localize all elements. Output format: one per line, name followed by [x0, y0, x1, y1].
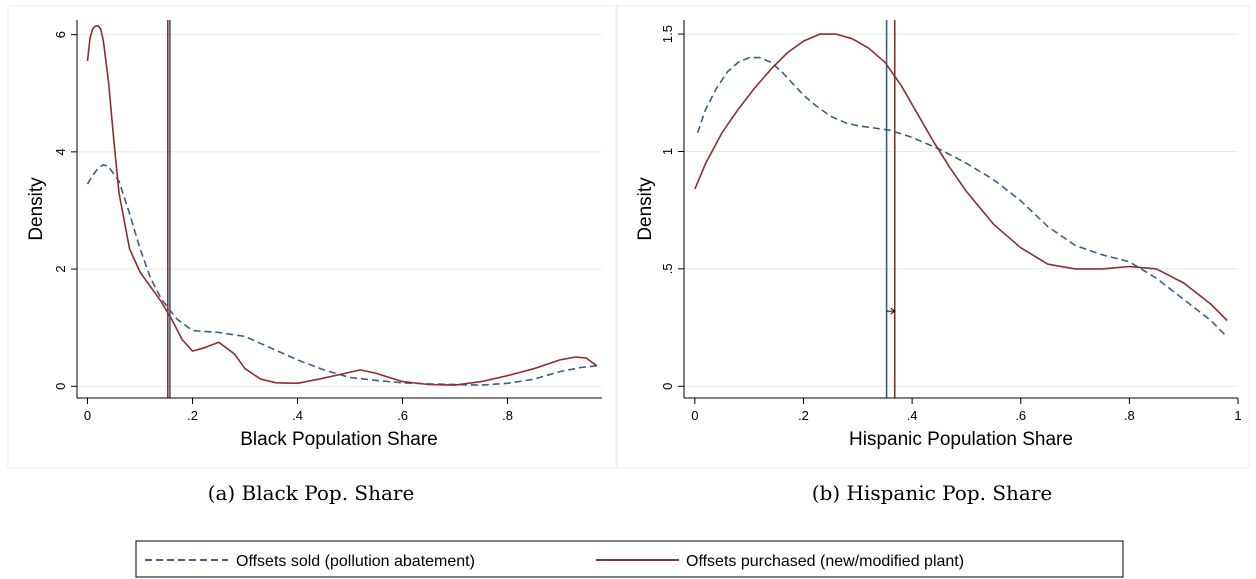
panel-a-ytick-label: 2	[53, 265, 68, 272]
panel-a-xtick-label: 0	[84, 408, 91, 423]
legend-label-offsets-purchased: Offsets purchased (new/modified plant)	[686, 553, 964, 570]
panel-a-ticks: 0 2 4 6 0 .2 .4 .6 .8	[53, 31, 513, 423]
panel-b-xtick-label: .2	[798, 408, 809, 423]
panel-b-series-purchased	[694, 33, 1228, 322]
panel-b-series-sold	[696, 56, 1228, 338]
panel-a-xtick-label: .4	[292, 408, 303, 423]
panel-a-ylabel: Density	[26, 177, 47, 241]
legend: Offsets sold (pollution abatement) Offse…	[135, 540, 1124, 578]
panel-a-series-purchased	[86, 25, 598, 386]
panel-b: 0 .5 1 1.5 0 .2 .4 .6 .8 1 Hispanic Population Sh…	[616, 5, 1250, 469]
panel-a: 0 2 4 6 0 .2 .4 .6 .8 Black Population Share Den…	[7, 5, 617, 469]
panel-a-xtick-label: .2	[187, 408, 198, 423]
panel-b-xlabel: Hispanic Population Share	[849, 429, 1073, 450]
panel-b-vlines	[885, 20, 896, 398]
panel-b-xtick-label: .4	[907, 408, 918, 423]
panel-a-xlabel: Black Population Share	[240, 429, 438, 450]
panel-b-xtick-label: 0	[691, 408, 698, 423]
panel-a-ytick-label: 4	[53, 148, 68, 155]
panel-a-ytick-label: 6	[53, 31, 68, 38]
panel-b-ticks: 0 .5 1 1.5 0 .2 .4 .6 .8 1	[660, 25, 1242, 423]
panel-b-ytick-label: 1	[660, 148, 675, 155]
panel-a-gridlines	[77, 34, 602, 387]
panel-b-ytick-label: 1.5	[660, 25, 675, 43]
panel-a-ytick-label: 0	[53, 383, 68, 390]
panel-b-background	[616, 5, 1250, 469]
panel-b-xtick-label: 1	[1234, 408, 1241, 423]
panel-b-series	[694, 33, 1228, 338]
panel-a-xtick-label: .8	[502, 408, 513, 423]
panel-a-background	[7, 5, 617, 469]
panel-b-ytick-label: .5	[660, 263, 675, 274]
panel-b-ytick-label: 0	[660, 383, 675, 390]
panel-a-series	[86, 25, 598, 386]
legend-label-offsets-sold: Offsets sold (pollution abatement)	[236, 553, 475, 570]
panel-a-vlines	[167, 20, 171, 398]
panel-b-ylabel: Density	[635, 177, 656, 241]
panel-b-xtick-label: .8	[1124, 408, 1135, 423]
panel-b-xtick-label: .6	[1015, 408, 1026, 423]
panel-a-caption: (a) Black Pop. Share	[208, 481, 415, 505]
panel-b-caption: (b) Hispanic Pop. Share	[812, 481, 1053, 505]
panel-b-arrow-head	[890, 307, 896, 315]
panel-b-gridlines	[684, 33, 1238, 387]
panel-a-xtick-label: .6	[397, 408, 408, 423]
